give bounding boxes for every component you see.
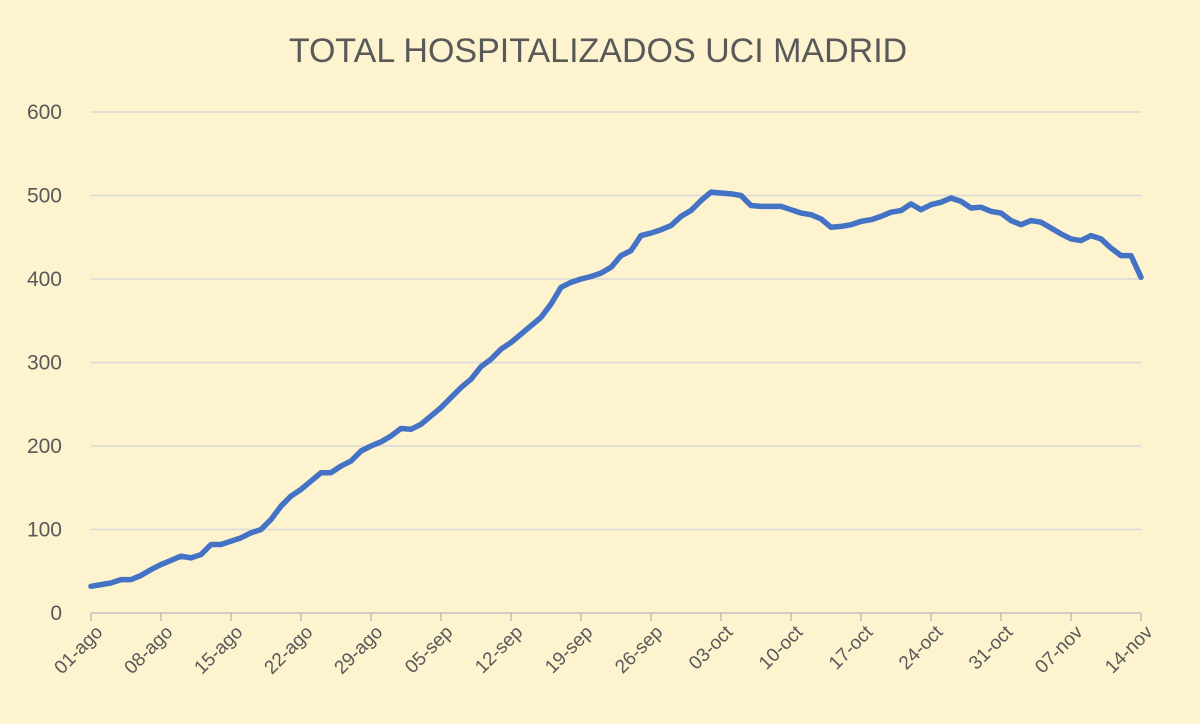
y-tick-label: 500 xyxy=(27,185,62,208)
x-tick-label: 17-oct xyxy=(825,621,878,674)
y-tick-label: 400 xyxy=(27,268,62,291)
x-tick-label: 19-sep xyxy=(541,622,597,678)
y-axis: 0 100 200 300 400 500 600 xyxy=(27,101,62,625)
x-tick-label: 26-sep xyxy=(611,622,667,678)
x-tick-label: 29-ago xyxy=(331,622,388,679)
x-tick-label: 24-oct xyxy=(895,621,948,674)
x-tick-label: 07-nov xyxy=(1031,622,1087,678)
x-tick-label: 01-ago xyxy=(51,622,108,679)
y-tick-label: 300 xyxy=(27,352,62,375)
x-tick-label: 05-sep xyxy=(401,622,457,678)
x-tick-label: 31-oct xyxy=(965,621,1018,674)
y-tick-label: 100 xyxy=(27,519,62,542)
series-layer xyxy=(88,189,1144,590)
x-tick-label: 14-nov xyxy=(1101,622,1157,678)
x-tick-label: 08-ago xyxy=(121,622,178,679)
series-line-uci-madrid xyxy=(88,189,1144,590)
gridlines xyxy=(91,111,1141,531)
x-tick-labels: 01-ago 08-ago 15-ago 22-ago 29-ago 05-sep 12-s… xyxy=(51,621,1158,678)
x-tick-label: 10-oct xyxy=(755,621,808,674)
x-tick-label: 22-ago xyxy=(261,622,318,679)
y-tick-label: 200 xyxy=(27,435,62,458)
y-tick-label: 0 xyxy=(50,602,62,625)
x-axis xyxy=(90,612,1142,621)
x-tick-label: 12-sep xyxy=(471,622,527,678)
x-tick-label: 03-oct xyxy=(685,621,738,674)
y-tick-label: 600 xyxy=(27,101,62,124)
x-tick-label: 15-ago xyxy=(191,622,248,679)
chart-title: TOTAL HOSPITALIZADOS UCI MADRID xyxy=(289,32,907,70)
